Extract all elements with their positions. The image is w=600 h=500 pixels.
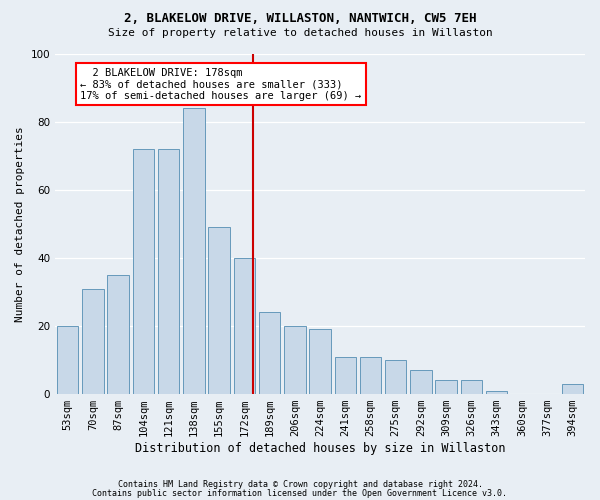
Bar: [335, 356, 356, 394]
X-axis label: Distribution of detached houses by size in Willaston: Distribution of detached houses by size …: [135, 442, 505, 455]
Bar: [309, 330, 331, 394]
Text: Size of property relative to detached houses in Willaston: Size of property relative to detached ho…: [107, 28, 493, 38]
Text: Contains public sector information licensed under the Open Government Licence v3: Contains public sector information licen…: [92, 488, 508, 498]
Bar: [360, 356, 381, 394]
Bar: [562, 384, 583, 394]
Bar: [259, 312, 280, 394]
Text: 2 BLAKELOW DRIVE: 178sqm
← 83% of detached houses are smaller (333)
17% of semi-: 2 BLAKELOW DRIVE: 178sqm ← 83% of detach…: [80, 68, 362, 101]
Bar: [107, 275, 129, 394]
Bar: [183, 108, 205, 394]
Text: Contains HM Land Registry data © Crown copyright and database right 2024.: Contains HM Land Registry data © Crown c…: [118, 480, 482, 489]
Bar: [233, 258, 255, 394]
Bar: [208, 228, 230, 394]
Bar: [57, 326, 79, 394]
Text: 2, BLAKELOW DRIVE, WILLASTON, NANTWICH, CW5 7EH: 2, BLAKELOW DRIVE, WILLASTON, NANTWICH, …: [124, 12, 476, 26]
Bar: [461, 380, 482, 394]
Bar: [486, 390, 508, 394]
Bar: [410, 370, 431, 394]
Bar: [158, 149, 179, 394]
Bar: [133, 149, 154, 394]
Bar: [82, 288, 104, 394]
Bar: [284, 326, 305, 394]
Bar: [436, 380, 457, 394]
Bar: [385, 360, 406, 394]
Y-axis label: Number of detached properties: Number of detached properties: [15, 126, 25, 322]
